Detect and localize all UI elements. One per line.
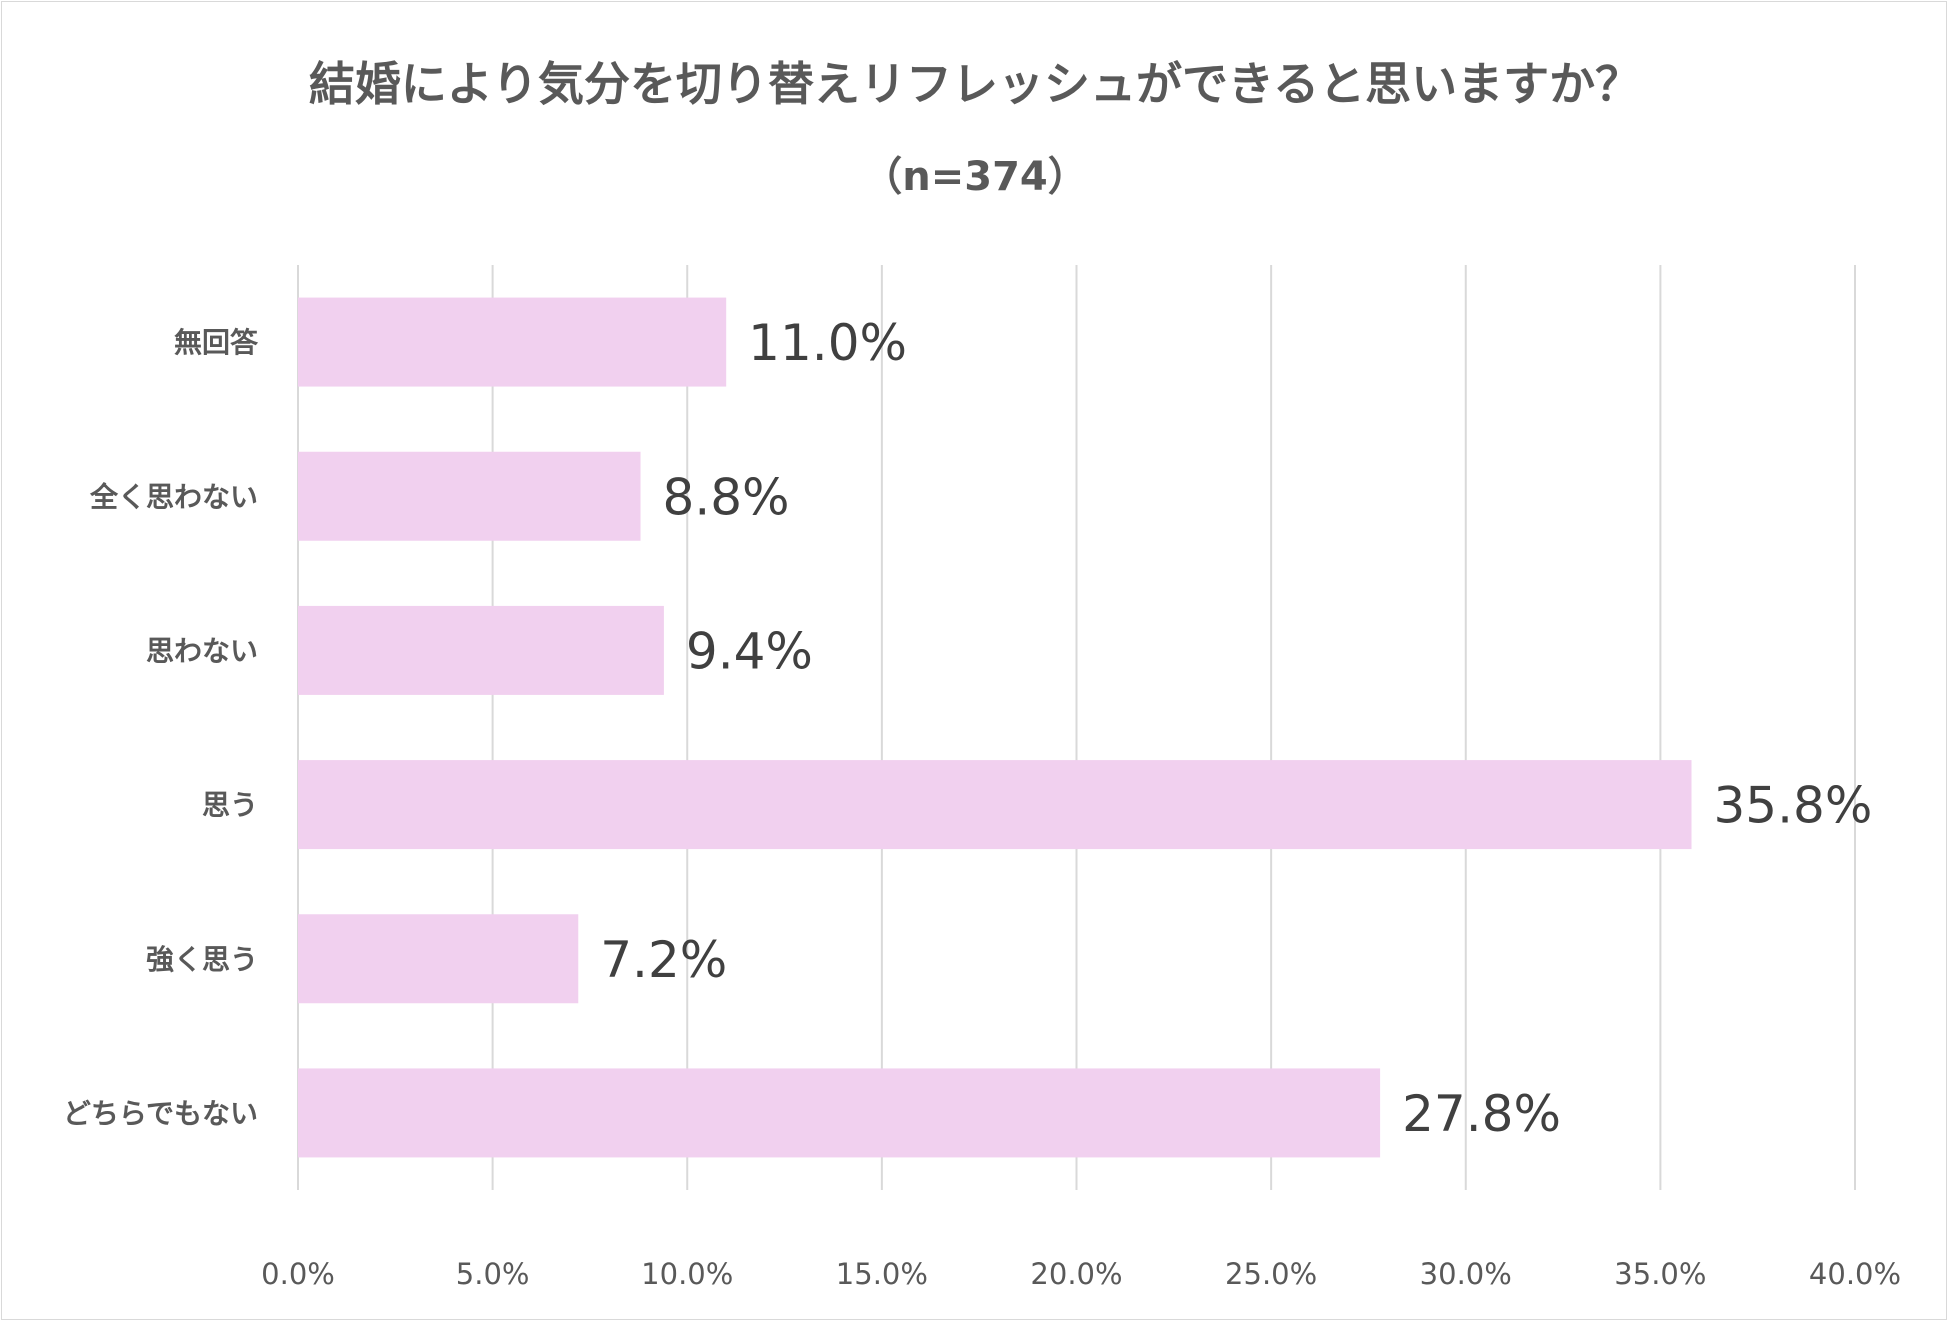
x-tick-label: 25.0%	[1225, 1257, 1317, 1291]
value-label: 9.4%	[686, 622, 813, 680]
category-label: どちらでもない	[63, 1097, 258, 1130]
bar-2	[298, 605, 664, 695]
x-tick-label: 30.0%	[1420, 1257, 1512, 1291]
bar-3	[298, 760, 1692, 850]
category-label: 全く思わない	[89, 480, 258, 513]
value-label: 8.8%	[663, 468, 790, 526]
x-tick-label: 5.0%	[456, 1257, 530, 1291]
x-tick-label: 0.0%	[261, 1257, 335, 1291]
bar-5	[298, 1068, 1381, 1158]
value-label: 35.8%	[1714, 777, 1873, 835]
category-label: 思う	[202, 789, 258, 822]
x-tick-label: 35.0%	[1614, 1257, 1706, 1291]
chart-subtitle: （n=374）	[862, 154, 1088, 200]
chart-title: 結婚により気分を切り替えリフレッシュができると思いますか？	[308, 57, 1642, 111]
value-label: 27.8%	[1402, 1085, 1561, 1143]
x-tick-label: 15.0%	[836, 1257, 928, 1291]
x-tick-label: 10.0%	[641, 1257, 733, 1291]
category-label: 思わない	[146, 634, 258, 667]
x-tick-label: 20.0%	[1030, 1257, 1122, 1291]
bar-4	[298, 914, 579, 1004]
bar-0	[298, 297, 727, 387]
bar-1	[298, 451, 641, 541]
category-label: 強く思う	[146, 943, 258, 976]
value-label: 7.2%	[600, 931, 727, 989]
value-label: 11.0%	[748, 314, 907, 372]
category-label: 無回答	[174, 326, 259, 359]
x-tick-label: 40.0%	[1809, 1257, 1901, 1291]
